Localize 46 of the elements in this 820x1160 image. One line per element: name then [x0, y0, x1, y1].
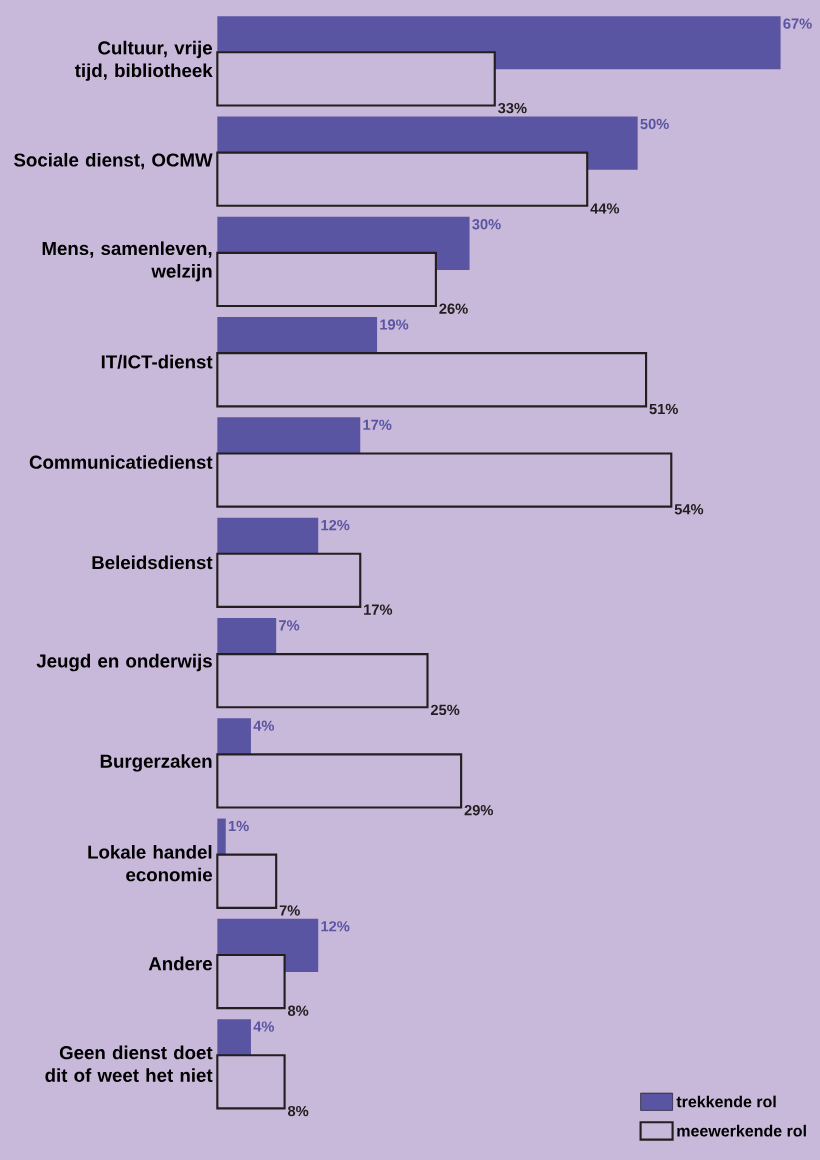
bar: [216, 251, 437, 308]
bar: [216, 352, 648, 408]
bar: [216, 151, 589, 207]
bar: [216, 452, 673, 508]
data-label: 8%: [287, 1105, 309, 1117]
data-label: 19%: [380, 319, 409, 330]
data-label: 33%: [497, 102, 527, 114]
bar: [216, 1054, 286, 1110]
data-label: 51%: [649, 403, 678, 415]
data-label: 54%: [674, 504, 704, 515]
y-tick-label: Cultuur, vrije tijd, bibliotheek: [74, 40, 213, 81]
bar: [216, 853, 278, 909]
bar: [216, 51, 496, 107]
legend-label: meewerkende rol: [677, 1124, 806, 1137]
data-label: 67%: [783, 18, 812, 29]
data-label: 12%: [321, 921, 350, 932]
bar: [216, 552, 362, 608]
data-label: 29%: [464, 805, 493, 816]
y-tick-label: Jeugd en onderwijs: [36, 653, 212, 672]
y-tick-label: Communicatiedienst: [29, 455, 213, 469]
data-label: 30%: [472, 219, 501, 230]
bar: [216, 652, 429, 709]
bar: [216, 753, 463, 809]
data-label: 44%: [590, 203, 620, 214]
data-label: 17%: [363, 419, 392, 430]
data-label: 7%: [279, 620, 300, 631]
legend-label: trekkende rol: [676, 1095, 776, 1108]
data-label: 8%: [287, 1005, 309, 1016]
data-label: 17%: [364, 604, 393, 615]
bar: [216, 953, 286, 1010]
y-tick-label: Beleidsdienst: [92, 555, 213, 570]
y-tick-label: Sociale dienst, OCMW: [13, 152, 213, 170]
data-label: 4%: [253, 720, 274, 731]
data-label: 7%: [279, 905, 300, 916]
y-tick-label: Burgerzaken: [100, 754, 212, 772]
data-label: 25%: [430, 704, 460, 716]
data-label: 26%: [439, 303, 468, 314]
y-tick-label: Lokale handel economie: [88, 844, 212, 882]
data-label: 50%: [640, 118, 669, 130]
y-tick-label: Mens, samenleven, welzijn: [42, 241, 212, 282]
y-tick-label: Andere: [148, 956, 212, 971]
data-label: 4%: [253, 1021, 274, 1032]
y-tick-label: Geen dienst doet dit of weet het niet: [45, 1045, 213, 1082]
data-label: 1%: [228, 820, 249, 832]
data-label: 12%: [321, 519, 350, 531]
y-tick-label: IT/ICT-dienst: [101, 354, 213, 369]
